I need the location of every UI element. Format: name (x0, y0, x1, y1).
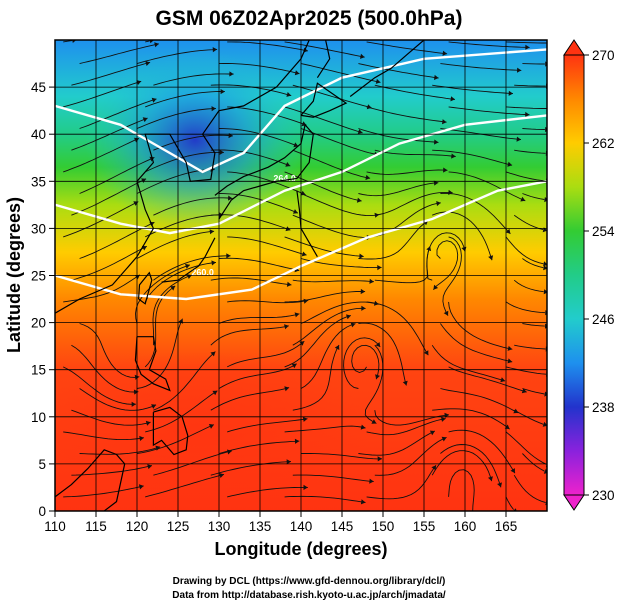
x-axis-ticks: 110 115 120 125 130 135 140 145 150 155 160 165 (44, 511, 517, 534)
x-tick-label: 165 (495, 519, 518, 534)
x-tick-label: 110 (44, 519, 66, 534)
y-tick-label: 15 (31, 363, 46, 378)
x-tick-label: 140 (290, 519, 313, 534)
y-tick-label: 10 (31, 410, 46, 425)
warm-tropical-region (30, 350, 370, 510)
colorbar-label: 262 (592, 136, 615, 151)
colorbar-min-arrow (564, 495, 584, 510)
y-axis-ticks: 0 5 10 15 20 25 30 35 40 45 (31, 80, 55, 519)
colorbar: 230 238 246 254 262 270 (564, 40, 615, 510)
x-axis-label: Longitude (degrees) (214, 539, 387, 559)
credit-drawing: Drawing by DCL (https://www.gfd-dennou.o… (173, 576, 446, 587)
colorbar-label: 246 (592, 312, 615, 327)
y-tick-label: 30 (31, 221, 46, 236)
colorbar-labels: 230 238 246 254 262 270 (584, 48, 615, 503)
colorbar-label: 238 (592, 400, 615, 415)
x-tick-label: 160 (454, 519, 477, 534)
chart-title: GSM 06Z02Apr2025 (500.0hPa) (156, 7, 463, 30)
x-tick-label: 130 (208, 519, 231, 534)
y-tick-label: 5 (38, 457, 46, 472)
credit-data: Data from http://database.rish.kyoto-u.a… (172, 590, 446, 601)
x-tick-label: 135 (249, 519, 272, 534)
y-tick-label: 40 (31, 127, 46, 142)
y-tick-label: 45 (31, 80, 46, 95)
x-tick-label: 120 (126, 519, 149, 534)
colorbar-label: 230 (592, 488, 615, 503)
y-tick-label: 35 (31, 174, 46, 189)
y-tick-label: 25 (31, 269, 46, 284)
x-tick-label: 125 (167, 519, 190, 534)
colorbar-bar (564, 55, 584, 495)
y-axis-label: Latitude (degrees) (4, 197, 24, 353)
x-tick-label: 115 (85, 519, 107, 534)
x-tick-label: 150 (372, 519, 395, 534)
y-tick-label: 0 (38, 504, 46, 519)
colorbar-label: 270 (592, 48, 615, 63)
colorbar-max-arrow (564, 40, 584, 55)
colorbar-label: 254 (592, 224, 615, 239)
x-tick-label: 155 (413, 519, 436, 534)
x-tick-label: 145 (331, 519, 354, 534)
streamline-arrow (470, 512, 475, 516)
y-tick-label: 20 (31, 316, 46, 331)
